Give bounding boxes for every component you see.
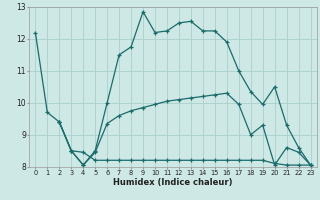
X-axis label: Humidex (Indice chaleur): Humidex (Indice chaleur) <box>113 178 233 187</box>
